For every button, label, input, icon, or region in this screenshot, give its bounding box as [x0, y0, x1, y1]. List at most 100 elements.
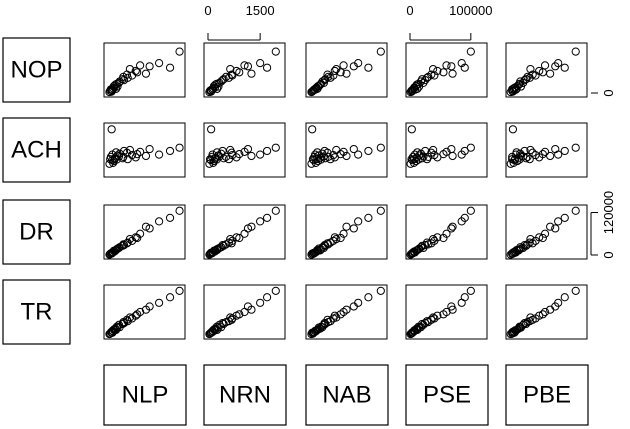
point: [133, 68, 142, 77]
point: [336, 310, 345, 319]
column-label: NLP: [122, 381, 169, 408]
point: [262, 293, 272, 302]
tick-label: 120000: [601, 191, 616, 234]
point: [376, 286, 385, 295]
point: [460, 293, 469, 302]
point: [205, 159, 214, 168]
point: [175, 286, 184, 295]
point: [122, 148, 132, 157]
point: [433, 66, 442, 76]
point: [354, 150, 363, 159]
point: [240, 61, 249, 70]
panel: [305, 42, 388, 98]
point: [439, 233, 448, 243]
point: [551, 144, 560, 154]
point: [422, 238, 432, 247]
point: [262, 213, 272, 222]
tick-label: 100000: [449, 3, 492, 18]
row-label: DR: [19, 218, 54, 245]
point: [466, 143, 475, 152]
point: [349, 302, 358, 311]
point: [155, 217, 164, 226]
point: [155, 298, 164, 307]
point: [538, 150, 547, 159]
point: [538, 233, 547, 243]
point: [226, 64, 235, 74]
point: [243, 62, 253, 71]
tick-label: 0: [601, 89, 616, 96]
panel: [103, 284, 186, 340]
point: [442, 147, 451, 156]
point: [141, 151, 151, 161]
point: [321, 75, 330, 84]
point: [538, 310, 547, 319]
point: [133, 310, 142, 319]
panel: [103, 204, 186, 260]
point: [155, 59, 164, 68]
point: [332, 234, 341, 244]
point: [107, 125, 116, 134]
point: [442, 229, 451, 238]
point: [526, 234, 535, 244]
point: [460, 63, 469, 72]
point: [460, 213, 469, 222]
panel: [505, 284, 588, 340]
row-label-box: [2, 37, 71, 103]
point: [226, 234, 235, 244]
tick-label: 0: [406, 3, 413, 18]
point: [219, 319, 228, 329]
point: [324, 152, 333, 161]
point: [421, 240, 430, 250]
point: [165, 146, 175, 156]
point: [447, 144, 456, 154]
point: [217, 77, 226, 86]
point: [330, 311, 339, 320]
point: [209, 325, 219, 334]
point: [546, 69, 555, 78]
point: [218, 318, 227, 328]
point: [526, 313, 535, 322]
point: [221, 152, 231, 161]
point: [571, 206, 580, 215]
point: [540, 307, 550, 317]
point: [342, 222, 351, 231]
point: [526, 64, 535, 74]
point: [235, 310, 244, 319]
point: [520, 240, 529, 250]
tick-label: 0: [204, 3, 211, 18]
point: [571, 286, 580, 295]
point: [342, 151, 351, 161]
point: [330, 66, 339, 76]
point: [429, 145, 438, 155]
point: [243, 144, 253, 154]
point: [364, 146, 373, 156]
point: [413, 84, 422, 93]
point: [240, 229, 249, 238]
point: [155, 150, 164, 159]
point: [226, 313, 235, 322]
point: [342, 305, 351, 314]
panel: [305, 284, 388, 340]
point: [554, 217, 563, 226]
point: [546, 222, 555, 231]
point: [247, 69, 256, 78]
point: [256, 298, 265, 307]
panel: [405, 204, 488, 260]
column-label-box: [305, 364, 389, 426]
panel: [305, 122, 388, 178]
panel: [505, 204, 588, 260]
point: [466, 206, 475, 215]
point: [535, 311, 544, 320]
point: [165, 213, 175, 222]
point: [113, 151, 122, 160]
point: [247, 151, 256, 161]
point: [354, 59, 363, 68]
point: [136, 147, 145, 156]
point: [271, 286, 280, 295]
point: [323, 70, 332, 79]
point: [145, 224, 154, 233]
point: [560, 63, 569, 72]
point: [418, 154, 427, 163]
point: [323, 315, 332, 324]
